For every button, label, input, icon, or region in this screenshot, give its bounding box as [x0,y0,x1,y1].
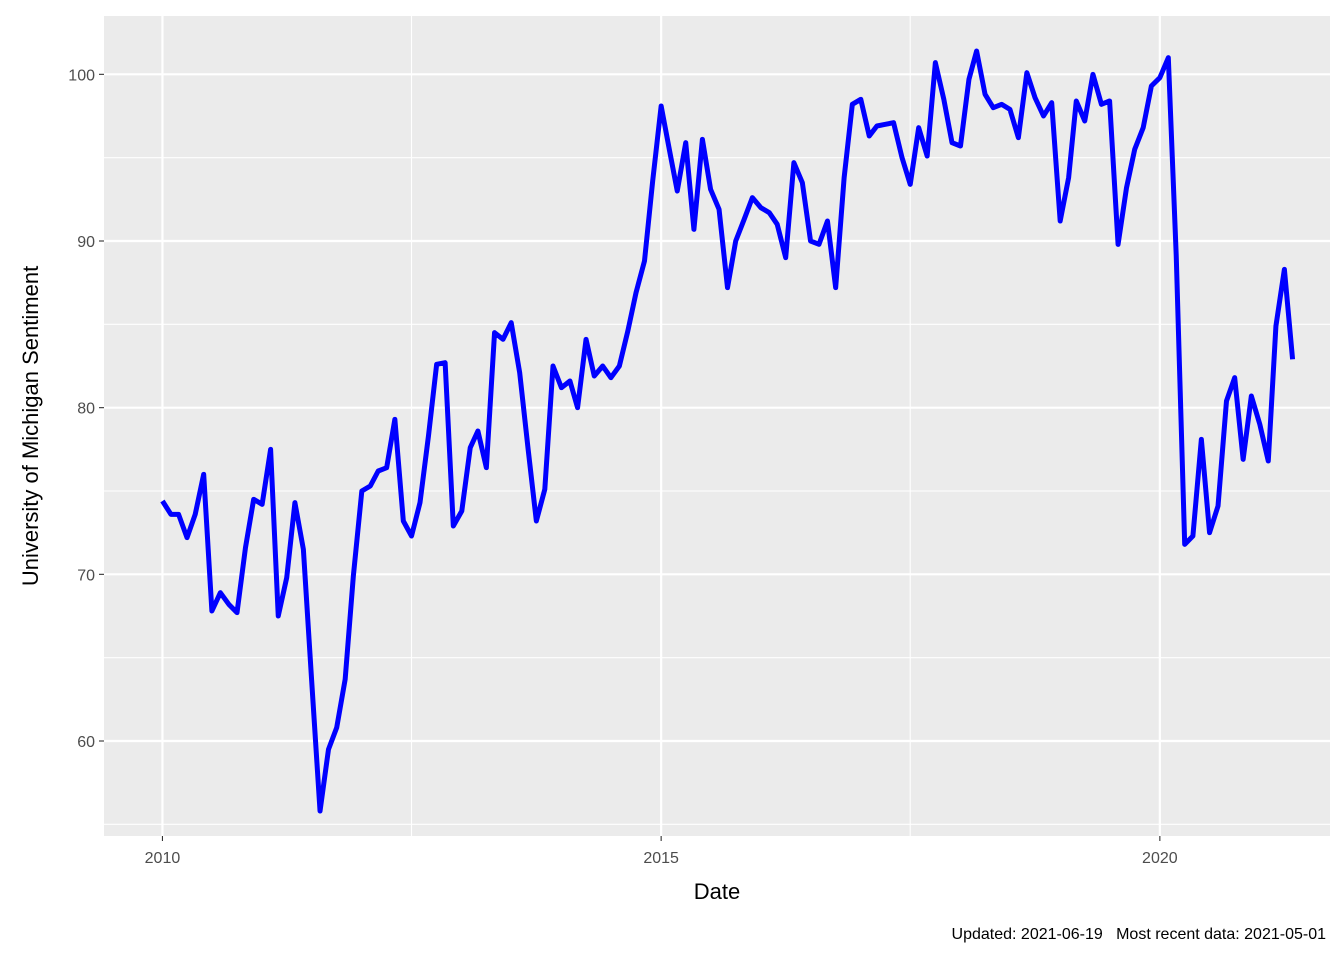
major-gridlines [104,16,1330,836]
y-axis-ticks: 60 70 80 90 100 [68,67,104,751]
caption: Updated: 2021-06-19 Most recent data: 20… [952,926,1327,943]
x-tick-label: 2020 [1142,850,1178,867]
y-tick-label: 60 [77,734,95,751]
x-tick-label: 2010 [145,850,181,867]
y-tick-label: 100 [68,67,95,84]
y-axis-title: University of Michigan Sentiment [18,266,43,586]
x-tick-label: 2015 [643,850,679,867]
sentiment-series-line [160,48,1296,814]
y-tick-label: 80 [77,401,95,418]
y-tick-label: 70 [77,567,95,584]
x-axis-title: Date [694,879,740,904]
plot-panel [104,16,1330,836]
y-tick-label: 90 [77,234,95,251]
x-axis-ticks: 2010 2015 2020 [145,836,1178,867]
